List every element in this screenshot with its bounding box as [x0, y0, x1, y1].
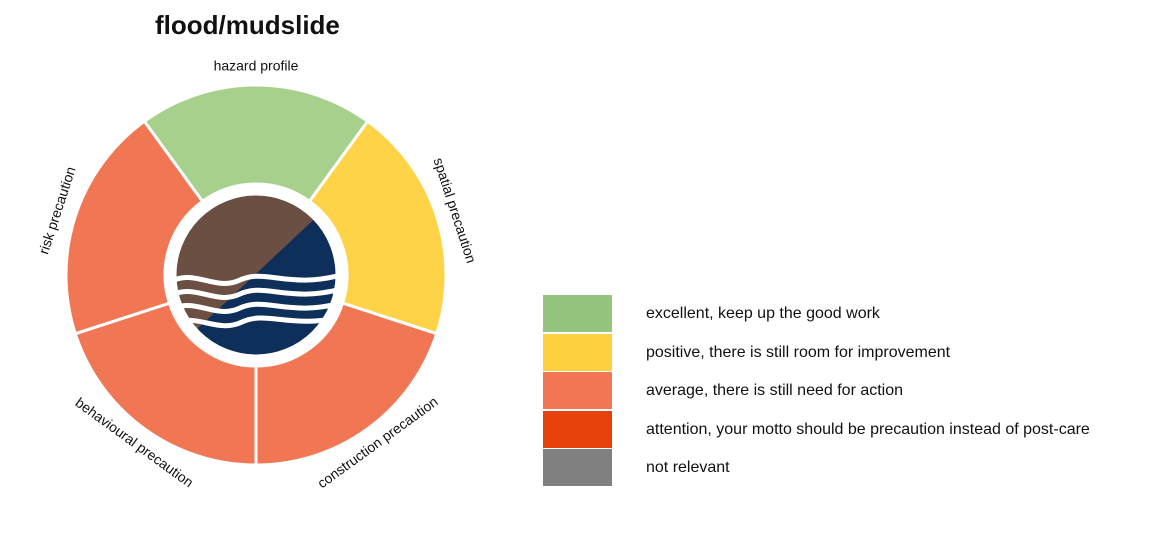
- segment-behavioural-precaution: [73, 301, 258, 467]
- legend-item: positive, there is still room for improv…: [543, 333, 1090, 373]
- legend-label: average, there is still need for action: [646, 382, 904, 400]
- legend-swatch: [543, 410, 612, 449]
- segment-risk-precaution: [64, 119, 205, 336]
- legend-swatch: [543, 449, 612, 488]
- legend-swatch: [543, 295, 612, 334]
- legend-label: positive, there is still room for improv…: [646, 343, 951, 361]
- legend-label: excellent, keep up the good work: [646, 305, 880, 323]
- segment-construction-precaution: [254, 301, 439, 467]
- legend-item: excellent, keep up the good work: [543, 295, 1090, 334]
- legend: excellent, keep up the good work positive…: [543, 295, 1090, 488]
- segment-spatial-precaution: [307, 119, 448, 336]
- legend-label: attention, your motto should be precauti…: [646, 420, 1090, 438]
- segment-hazard-profile: [142, 83, 370, 204]
- segment-label: hazard profile: [214, 58, 299, 74]
- chart-title: flood/mudslide: [155, 10, 340, 40]
- legend-item: average, there is still need for action: [543, 372, 1090, 411]
- legend-item: not relevant: [543, 449, 1090, 488]
- legend-swatch: [543, 333, 612, 372]
- legend-swatch: [543, 372, 612, 411]
- legend-label: not relevant: [646, 459, 730, 477]
- legend-item: attention, your motto should be precauti…: [543, 410, 1090, 450]
